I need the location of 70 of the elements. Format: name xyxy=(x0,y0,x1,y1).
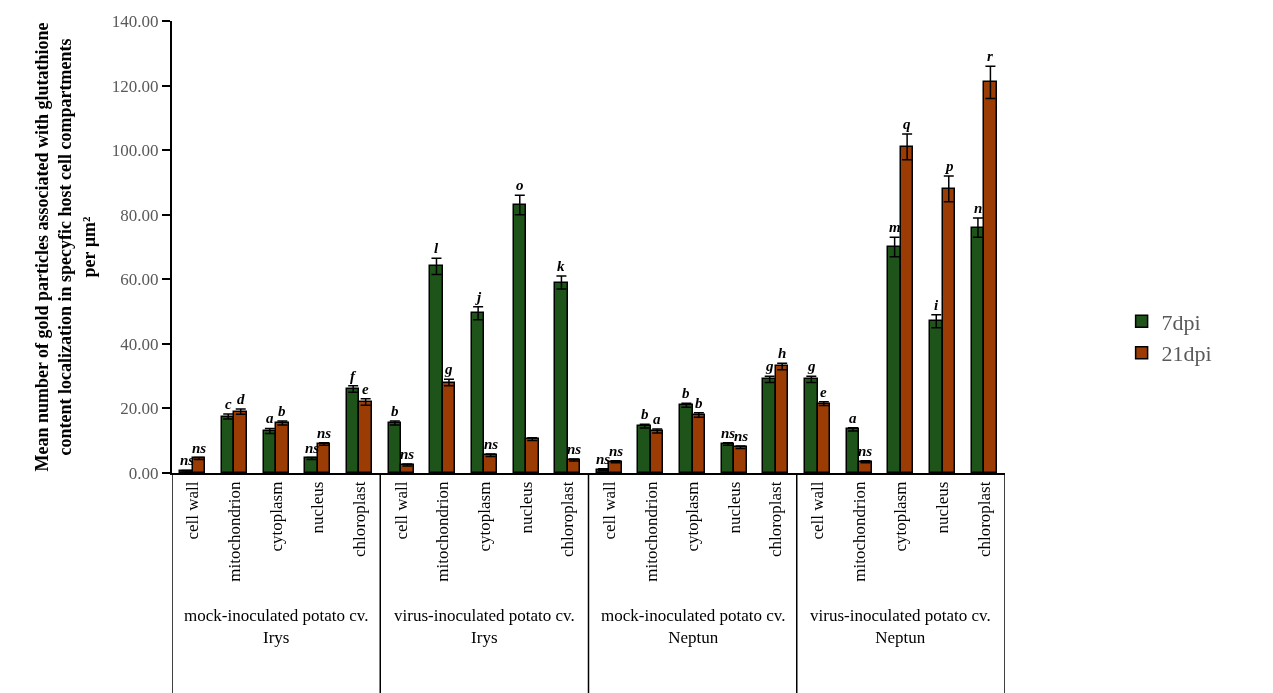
data-label: b xyxy=(641,406,649,422)
y-axis-title: Mean number of gold particles associated with glutathione content localization in specyfic host cell compartments per µm² xyxy=(31,22,99,472)
data-label: ns xyxy=(734,428,749,444)
y-tick-label: 40.00 xyxy=(120,334,159,354)
data-label: k xyxy=(557,258,565,274)
data-label: c xyxy=(225,396,232,412)
data-label: e xyxy=(362,381,369,397)
x-tick-label: nucleus xyxy=(724,481,744,534)
data-label: a xyxy=(849,410,857,426)
data-label: n xyxy=(974,200,983,216)
data-label: m xyxy=(889,219,901,235)
data-label: f xyxy=(350,368,357,384)
x-tick-label: mitochondrion xyxy=(641,481,661,582)
x-tick-label: nucleus xyxy=(308,481,328,534)
x-tick-label: cell wall xyxy=(808,481,828,540)
y-tick-label: 20.00 xyxy=(120,399,159,419)
x-tick-label: mitochondrion xyxy=(224,481,244,582)
data-label: ns xyxy=(400,446,415,462)
data-label: ns xyxy=(317,425,332,441)
data-label: h xyxy=(778,345,787,361)
y-tick-label: 120.00 xyxy=(111,76,159,96)
text: virus-inoculated potato cv. Neptun xyxy=(810,606,991,648)
x-tick-label: cytoplasm xyxy=(683,481,703,552)
text: mock-inoculated potato cv. Neptun xyxy=(601,606,786,648)
data-label: ns xyxy=(609,443,624,459)
x-tick-label: chloroplast xyxy=(766,481,786,558)
x-tick-label: cell wall xyxy=(391,481,411,540)
data-label: j xyxy=(475,289,482,305)
data-label: g xyxy=(807,358,816,374)
data-label: l xyxy=(434,240,439,256)
data-label: b xyxy=(391,403,399,419)
x-tick-label: cytoplasm xyxy=(266,481,286,552)
legend-label: 21dpi xyxy=(1161,341,1212,367)
x-tick-label: mitochondrion xyxy=(433,481,453,582)
y-tick-label: 80.00 xyxy=(120,205,159,225)
x-tick-label: chloroplast xyxy=(974,481,994,558)
data-label: b xyxy=(682,385,690,401)
y-tick-label: 140.00 xyxy=(111,11,159,31)
x-tick-label: chloroplast xyxy=(558,481,578,558)
x-tick-label: cytoplasm xyxy=(891,481,911,552)
data-label: o xyxy=(516,177,524,193)
data-label: ns xyxy=(858,443,873,459)
data-label: p xyxy=(944,158,954,174)
x-tick-label: mitochondrion xyxy=(849,481,869,582)
x-tick-label: cytoplasm xyxy=(474,481,494,552)
data-label: d xyxy=(237,391,245,407)
legend-label: 7dpi xyxy=(1161,309,1201,335)
x-tick-label: nucleus xyxy=(933,481,953,534)
data-label: e xyxy=(820,384,827,400)
x-tick-label: cell wall xyxy=(183,481,203,540)
data-label: ns xyxy=(484,436,499,452)
y-tick-label: 100.00 xyxy=(111,141,159,161)
data-label: r xyxy=(987,48,993,64)
text: virus-inoculated potato cv. Irys xyxy=(394,606,575,648)
data-label: b xyxy=(695,395,703,411)
x-tick-label: cell wall xyxy=(599,481,619,540)
data-label: q xyxy=(903,116,911,132)
data-label: a xyxy=(653,411,661,427)
x-tick-label: nucleus xyxy=(516,481,536,534)
y-tick-label: 0.00 xyxy=(128,463,159,483)
data-label: i xyxy=(934,297,939,313)
data-label: ns xyxy=(567,441,582,457)
data-label: g xyxy=(444,361,453,377)
data-label: b xyxy=(278,403,286,419)
data-label: ns xyxy=(192,440,207,456)
x-tick-label: chloroplast xyxy=(349,481,369,558)
y-tick-label: 60.00 xyxy=(120,270,159,290)
data-label: a xyxy=(266,410,274,426)
data-label: g xyxy=(765,358,774,374)
text: mock-inoculated potato cv. Irys xyxy=(184,606,369,648)
